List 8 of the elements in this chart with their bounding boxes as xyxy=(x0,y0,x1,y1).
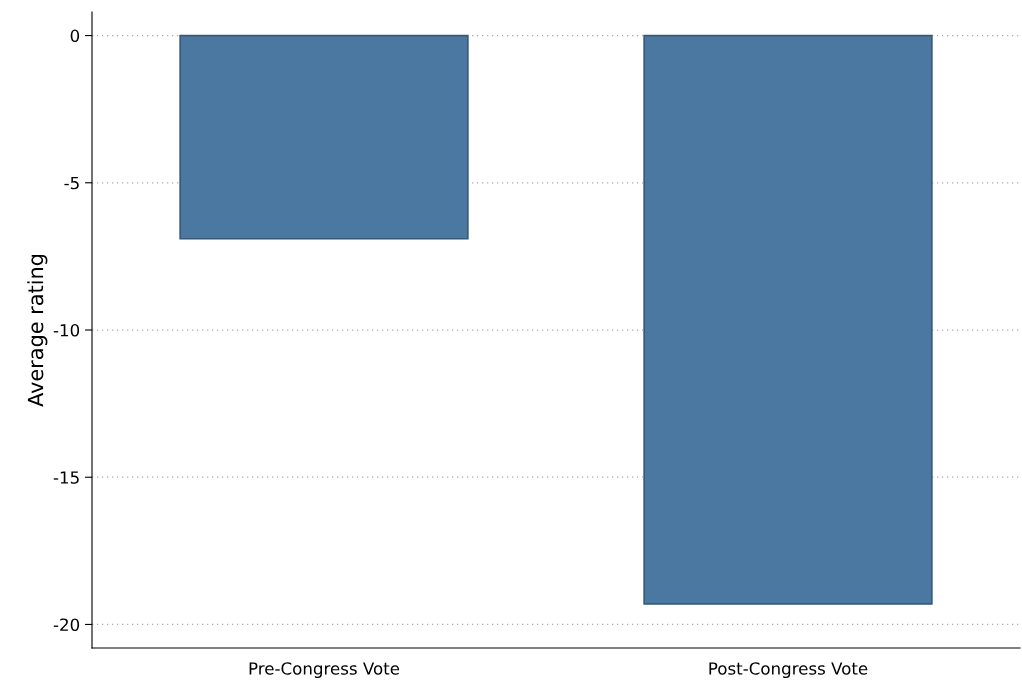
y-tick-label: 0 xyxy=(70,29,80,43)
y-axis-title: Average rating xyxy=(27,254,48,407)
y-tick-label: -10 xyxy=(53,323,80,337)
y-tick-label: -5 xyxy=(64,176,79,190)
y-tick-label: -20 xyxy=(53,618,80,632)
x-tick-label: Post-Congress Vote xyxy=(709,662,868,679)
x-tick-label: Pre-Congress Vote xyxy=(249,662,400,679)
y-tick-label: -15 xyxy=(53,471,79,484)
